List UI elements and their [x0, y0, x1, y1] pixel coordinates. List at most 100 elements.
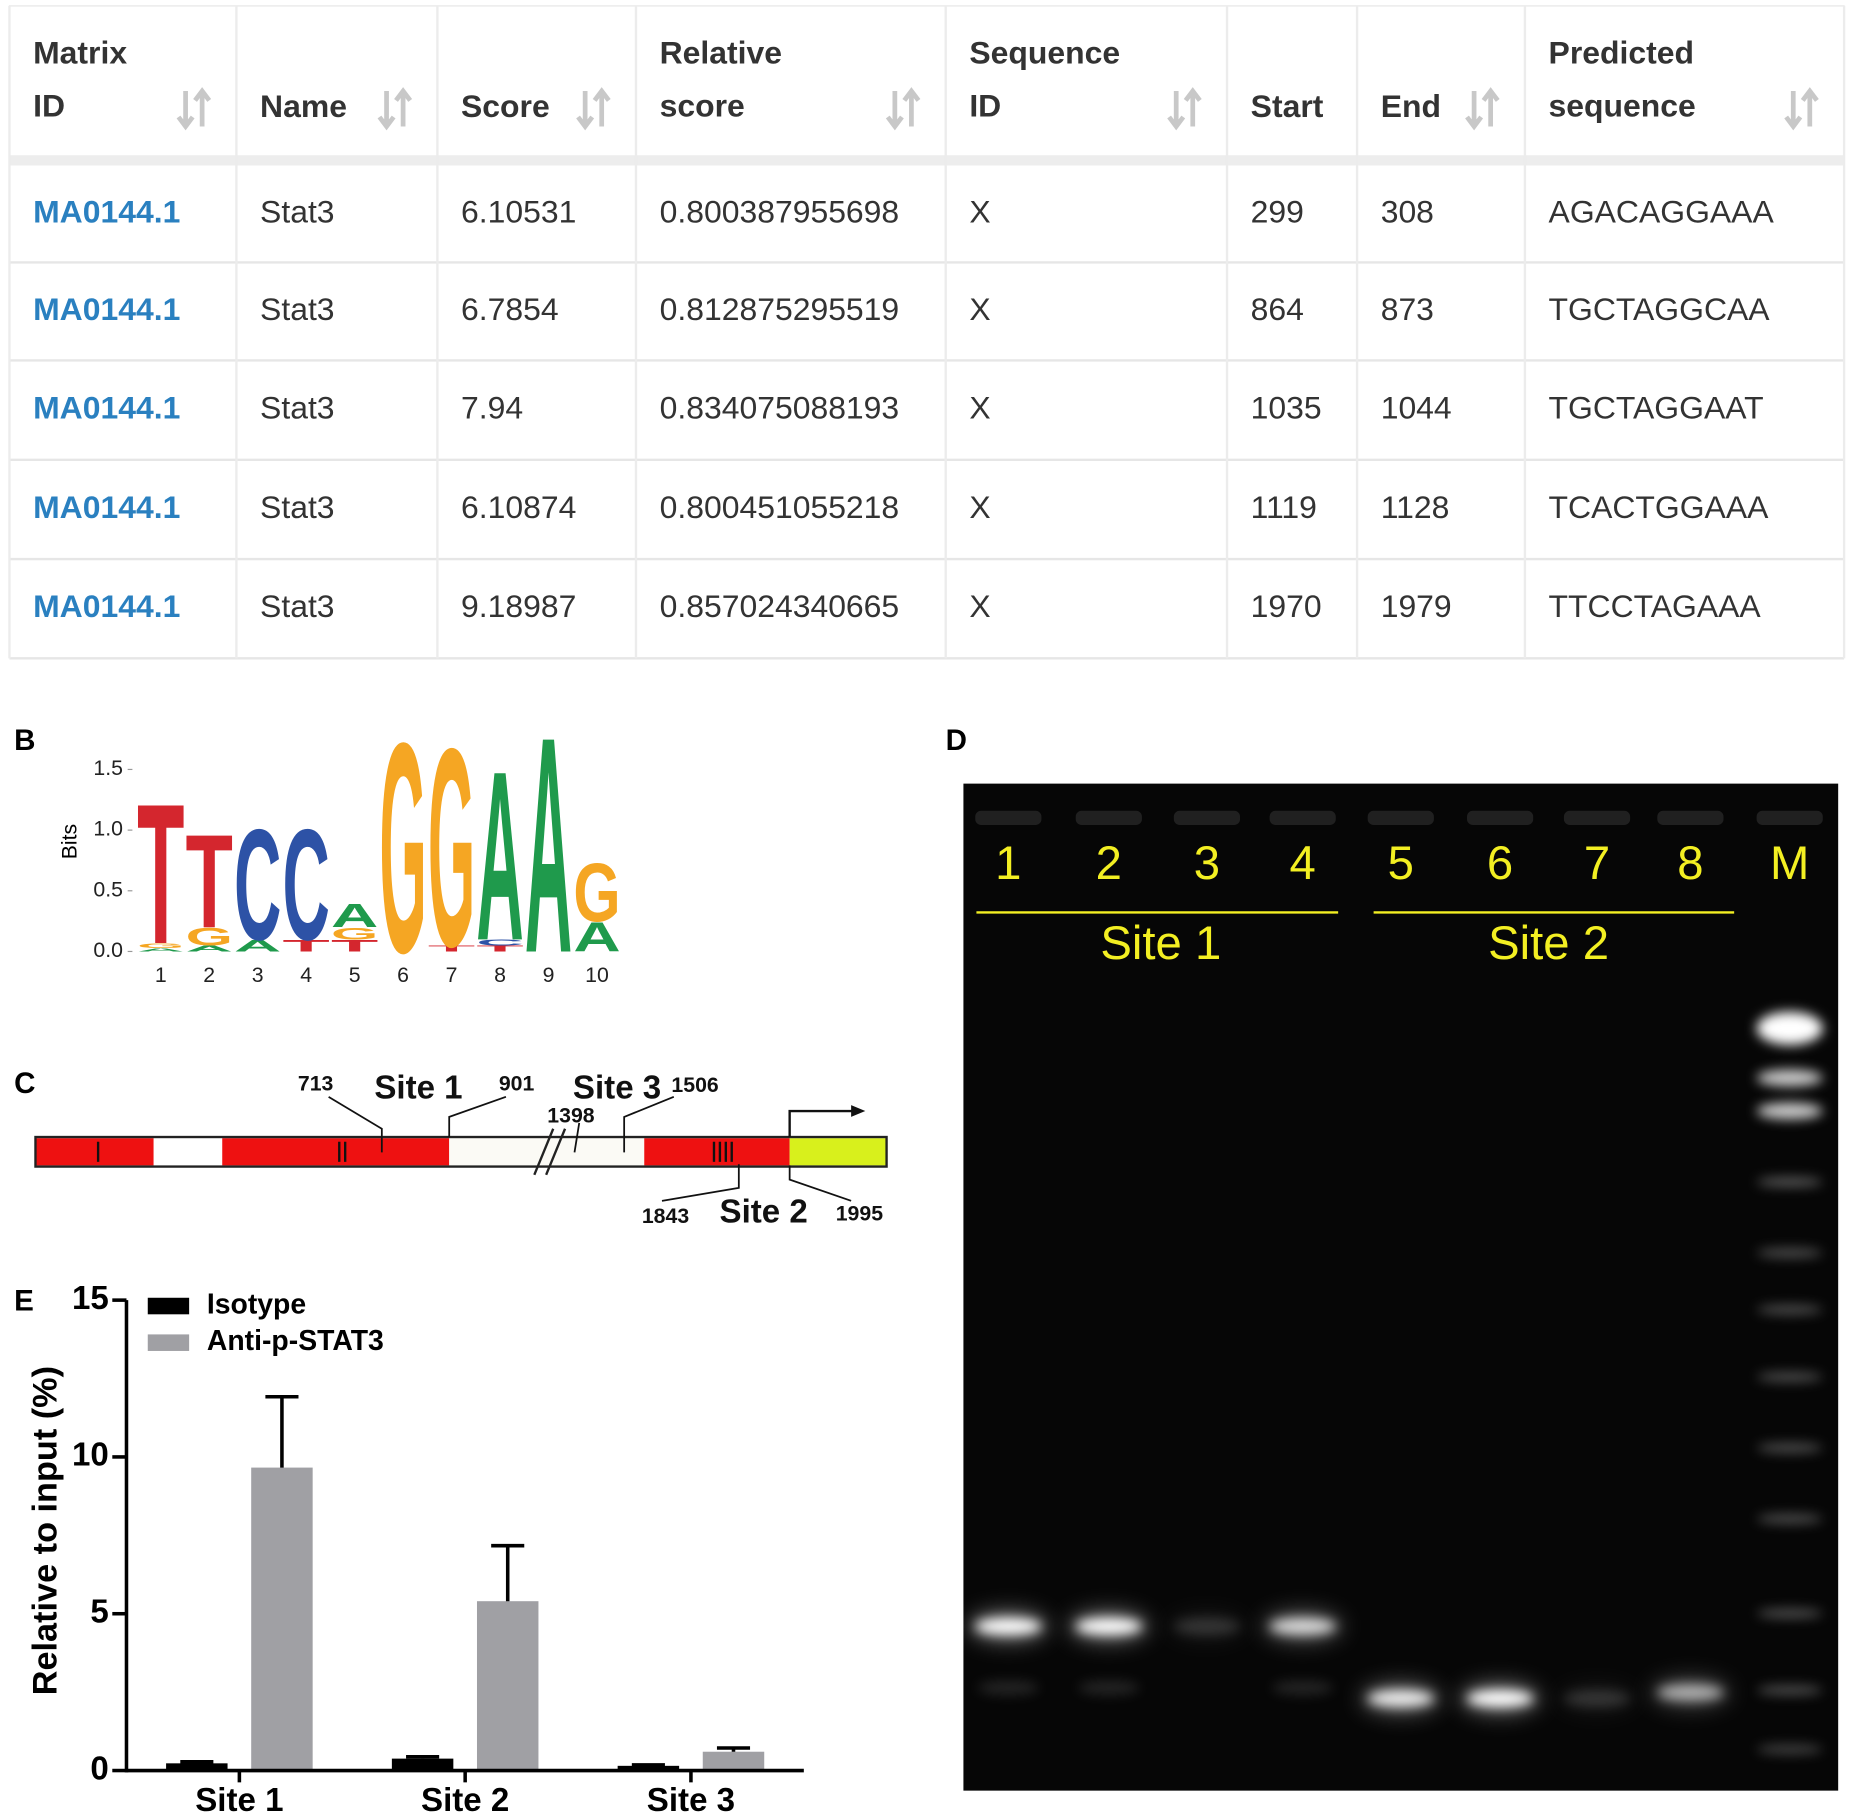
- gel-band-faint: [1078, 1680, 1140, 1695]
- leader-line: [623, 1096, 675, 1153]
- legend-swatch: [147, 1297, 190, 1315]
- y-tick-label: 0: [90, 1750, 108, 1787]
- table-cell: 0.812875295519: [660, 291, 900, 327]
- logo-letter: T: [283, 936, 330, 955]
- legend-swatch: [147, 1334, 190, 1351]
- y-tick-label: 15: [72, 1280, 109, 1317]
- table-cell: 6.10531: [461, 193, 576, 229]
- column-header: Predicted sequence: [1549, 35, 1703, 124]
- error-bar: [716, 1746, 751, 1752]
- leader-line: [573, 1122, 581, 1153]
- matrix-link[interactable]: MA0144.1: [33, 489, 180, 525]
- lane-label: 3: [1194, 837, 1220, 890]
- table-cell: 9.18987: [461, 588, 576, 624]
- lane-label: 2: [1096, 837, 1122, 890]
- matrix-link[interactable]: MA0144.1: [33, 390, 180, 426]
- ladder-band: [1756, 1372, 1823, 1382]
- promoter-segment: [35, 1138, 154, 1166]
- lane-label: M: [1770, 837, 1809, 890]
- logo-letter: A: [234, 937, 281, 955]
- sort-icon[interactable]: [885, 87, 921, 131]
- table-cell: Stat3: [260, 291, 335, 327]
- gel-band: [1075, 1618, 1142, 1635]
- table-cell: Stat3: [260, 390, 335, 426]
- panel-label: B: [14, 724, 35, 757]
- ladder-band: [1756, 1177, 1823, 1187]
- table-cell: 6.10874: [461, 489, 576, 525]
- sort-icon[interactable]: [377, 87, 413, 131]
- y-tick-label: 0.0: [93, 938, 123, 962]
- matrix-link[interactable]: MA0144.1: [33, 291, 180, 327]
- sort-icon[interactable]: [1465, 87, 1500, 131]
- lane-label: 8: [1677, 837, 1703, 890]
- error-bar: [491, 1543, 525, 1602]
- lane-label: 4: [1290, 837, 1316, 890]
- gel-well: [1756, 810, 1823, 825]
- gel-well: [1075, 810, 1142, 825]
- bar: [702, 1751, 765, 1771]
- x-tick-label: Site 2: [421, 1782, 509, 1819]
- logo-letter: C: [283, 796, 330, 974]
- table-header-bg: [8, 5, 1845, 157]
- logo-letter: G: [137, 942, 184, 949]
- column-header: End: [1381, 88, 1441, 124]
- bar: [476, 1601, 539, 1771]
- sort-icon[interactable]: [576, 87, 611, 131]
- sort-icon[interactable]: [1784, 87, 1819, 131]
- ladder-band: [1756, 1744, 1823, 1754]
- table-cell: 864: [1251, 291, 1304, 327]
- matrix-link[interactable]: MA0144.1: [33, 193, 180, 229]
- table-cell: 1035: [1251, 390, 1322, 426]
- leader-line: [788, 1165, 852, 1202]
- column-header: Start: [1251, 88, 1324, 124]
- sort-icon[interactable]: [176, 87, 212, 131]
- x-tick-label: 1: [155, 963, 167, 987]
- y-axis-label: Relative to input (%): [26, 1366, 64, 1695]
- sort-icon[interactable]: [1167, 87, 1202, 131]
- logo-letter: A: [331, 898, 378, 935]
- logo-letter: T: [186, 807, 233, 956]
- gel-band: [1173, 1618, 1241, 1635]
- group-label: Site 2: [1488, 917, 1609, 970]
- matrix-link[interactable]: MA0144.1: [33, 588, 180, 624]
- logo-letter: A: [476, 722, 523, 991]
- gel-band: [1657, 1684, 1724, 1701]
- table-cell: 1119: [1251, 489, 1317, 525]
- ladder-band: [1756, 1069, 1823, 1087]
- logo-letter: C: [476, 938, 523, 947]
- y-axis-label: Bits: [58, 824, 82, 859]
- lane-label: 7: [1584, 837, 1610, 890]
- promoter-segment: [644, 1138, 790, 1166]
- promoter-segment: [222, 1138, 450, 1166]
- x-tick-label: Site 3: [647, 1782, 735, 1819]
- gel-band-faint: [1271, 1680, 1334, 1695]
- table-header-separator: [9, 156, 1845, 166]
- panel-label: E: [14, 1284, 34, 1317]
- x-tick-label: 5: [349, 963, 361, 987]
- table-cell: X: [969, 489, 990, 525]
- lane-label: 5: [1388, 837, 1414, 890]
- x-tick-label: 2: [203, 963, 215, 987]
- ladder-band: [1756, 1443, 1823, 1453]
- gel-band: [975, 1618, 1042, 1635]
- x-tick-label: 3: [252, 963, 264, 987]
- panel-label: D: [946, 724, 967, 757]
- logo-letter: A: [186, 944, 233, 953]
- position-label: 1995: [836, 1202, 883, 1226]
- position-label: 1506: [671, 1073, 718, 1097]
- x-tick-label: 9: [543, 963, 555, 987]
- error-bar: [406, 1754, 440, 1759]
- error-bar: [631, 1763, 665, 1767]
- logo-letter: G: [379, 680, 426, 1015]
- logo-letter: A: [137, 947, 184, 953]
- y-tick-label: 1.0: [93, 817, 123, 841]
- table-cell: 6.7854: [461, 291, 559, 327]
- table-cell: 1128: [1381, 489, 1450, 525]
- bar: [251, 1467, 313, 1771]
- tss-arrow: [788, 1109, 854, 1138]
- x-tick-label: 10: [585, 963, 609, 987]
- position-label: 1843: [642, 1204, 689, 1228]
- table-cell: 873: [1381, 291, 1434, 327]
- ladder-band: [1756, 1304, 1823, 1315]
- promoter-segment: [789, 1138, 887, 1166]
